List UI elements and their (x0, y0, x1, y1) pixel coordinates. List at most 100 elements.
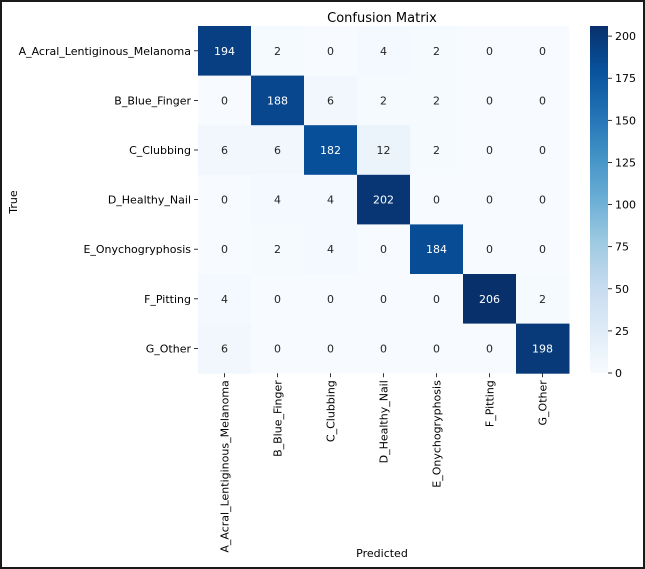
heatmap-cell (357, 174, 411, 225)
x-tick-label: E_Onychogryphosis (431, 380, 444, 488)
heatmap-cell (463, 323, 517, 374)
cell-value-label: 0 (486, 45, 493, 58)
cell-value-label: 0 (327, 342, 334, 355)
cell-value-label: 0 (486, 194, 493, 207)
heatmap-cell (304, 323, 358, 374)
y-tick-label: B_Blue_Finger (114, 94, 191, 107)
cell-value-label: 0 (433, 342, 440, 355)
heatmap-cell (251, 174, 305, 225)
cell-value-label: 4 (380, 45, 387, 58)
cell-value-label: 6 (221, 342, 228, 355)
cell-value-label: 202 (373, 194, 394, 207)
cell-value-label: 0 (274, 293, 281, 306)
x-tick-label: A_Acral_Lentiginous_Melanoma (219, 380, 232, 552)
y-tick-labels: A_Acral_Lentiginous_Melanoma B_Blue_Finge… (19, 45, 198, 355)
heatmap-cell (410, 75, 464, 126)
colorbar-tick-label: 150 (615, 114, 636, 127)
cell-value-label: 0 (486, 144, 493, 157)
heatmap-cell (516, 174, 570, 225)
cell-value-label: 194 (214, 45, 235, 58)
cell-value-label: 0 (221, 94, 228, 107)
heatmap-cell (463, 75, 517, 126)
cell-value-label: 4 (221, 293, 228, 306)
colorbar-tick-label: 125 (615, 156, 636, 169)
heatmap-cell (463, 26, 517, 77)
colorbar-tick-label: 175 (615, 72, 636, 85)
cell-value-label: 6 (274, 144, 281, 157)
y-tick-label: C_Clubbing (129, 144, 191, 157)
cell-value-label: 198 (532, 342, 553, 355)
cell-value-label: 12 (377, 144, 391, 157)
cell-value-label: 188 (267, 94, 288, 107)
colorbar-tick-label: 25 (615, 325, 629, 338)
heatmap-cell (463, 274, 517, 325)
cell-value-label: 182 (320, 144, 341, 157)
heatmap-cell (410, 323, 464, 374)
heatmap-cell (516, 224, 570, 275)
heatmap-cell (304, 75, 358, 126)
cell-value-label: 0 (380, 342, 387, 355)
heatmap-cell (198, 323, 252, 374)
cell-value-label: 0 (486, 342, 493, 355)
cell-value-label: 2 (433, 45, 440, 58)
colorbar-ticks: 0 25 50 75 100 125 150 175 200 (608, 30, 636, 380)
cell-value-label: 2 (274, 243, 281, 256)
heatmap-cell (304, 125, 358, 176)
heatmap-cell (357, 274, 411, 325)
x-tick-label: D_Healthy_Nail (378, 380, 391, 463)
heatmap-cells: 194 2 0 4 2 0 0 0 188 6 2 2 0 0 6 6 182 12 2 0 0 0 4 4 202 0 0 0 0 2 4… (198, 26, 570, 374)
cell-value-label: 6 (221, 144, 228, 157)
cell-value-label: 4 (274, 194, 281, 207)
heatmap-cell (516, 125, 570, 176)
heatmap-cell (357, 75, 411, 126)
heatmap-cell (410, 174, 464, 225)
x-tick-label: G_Other (537, 380, 550, 426)
cell-value-label: 0 (539, 45, 546, 58)
heatmap-cell (198, 274, 252, 325)
heatmap-cell (251, 224, 305, 275)
colorbar-tick-label: 0 (615, 367, 622, 380)
heatmap-cell (198, 174, 252, 225)
heatmap-cell (304, 26, 358, 77)
cell-value-label: 0 (539, 243, 546, 256)
heatmap-cell (251, 26, 305, 77)
cell-value-label: 0 (539, 144, 546, 157)
chart-title: Confusion Matrix (327, 11, 437, 26)
heatmap-cell (410, 26, 464, 77)
cell-value-label: 184 (426, 243, 447, 256)
colorbar-tick-label: 100 (615, 199, 636, 212)
heatmap-cell (357, 323, 411, 374)
cell-value-label: 0 (539, 94, 546, 107)
cell-value-label: 0 (380, 243, 387, 256)
colorbar-tick-label: 75 (615, 241, 629, 254)
heatmap-cell (198, 125, 252, 176)
cell-value-label: 2 (539, 293, 546, 306)
heatmap-cell (251, 75, 305, 126)
heatmap-cell (304, 224, 358, 275)
cell-value-label: 0 (486, 243, 493, 256)
heatmap-cell (516, 75, 570, 126)
heatmap-cell (463, 224, 517, 275)
colorbar-tick-label: 50 (615, 283, 629, 296)
heatmap-cell (251, 323, 305, 374)
x-tick-label: F_Pitting (484, 380, 497, 427)
heatmap-cell (516, 323, 570, 374)
heatmap-cell (463, 125, 517, 176)
x-tick-labels: A_Acral_Lentiginous_Melanoma B_Blue_Finge… (219, 373, 550, 553)
heatmap-cell (516, 26, 570, 77)
cell-value-label: 0 (274, 342, 281, 355)
y-tick-label: A_Acral_Lentiginous_Melanoma (19, 45, 191, 58)
x-tick-label: C_Clubbing (325, 380, 338, 442)
heatmap-cell (251, 274, 305, 325)
heatmap-cell (357, 26, 411, 77)
heatmap-cell (357, 224, 411, 275)
colorbar (590, 26, 608, 373)
cell-value-label: 0 (327, 293, 334, 306)
cell-value-label: 0 (433, 293, 440, 306)
heatmap-cell (410, 224, 464, 275)
heatmap-cell (516, 274, 570, 325)
cell-value-label: 2 (433, 94, 440, 107)
cell-value-label: 2 (380, 94, 387, 107)
